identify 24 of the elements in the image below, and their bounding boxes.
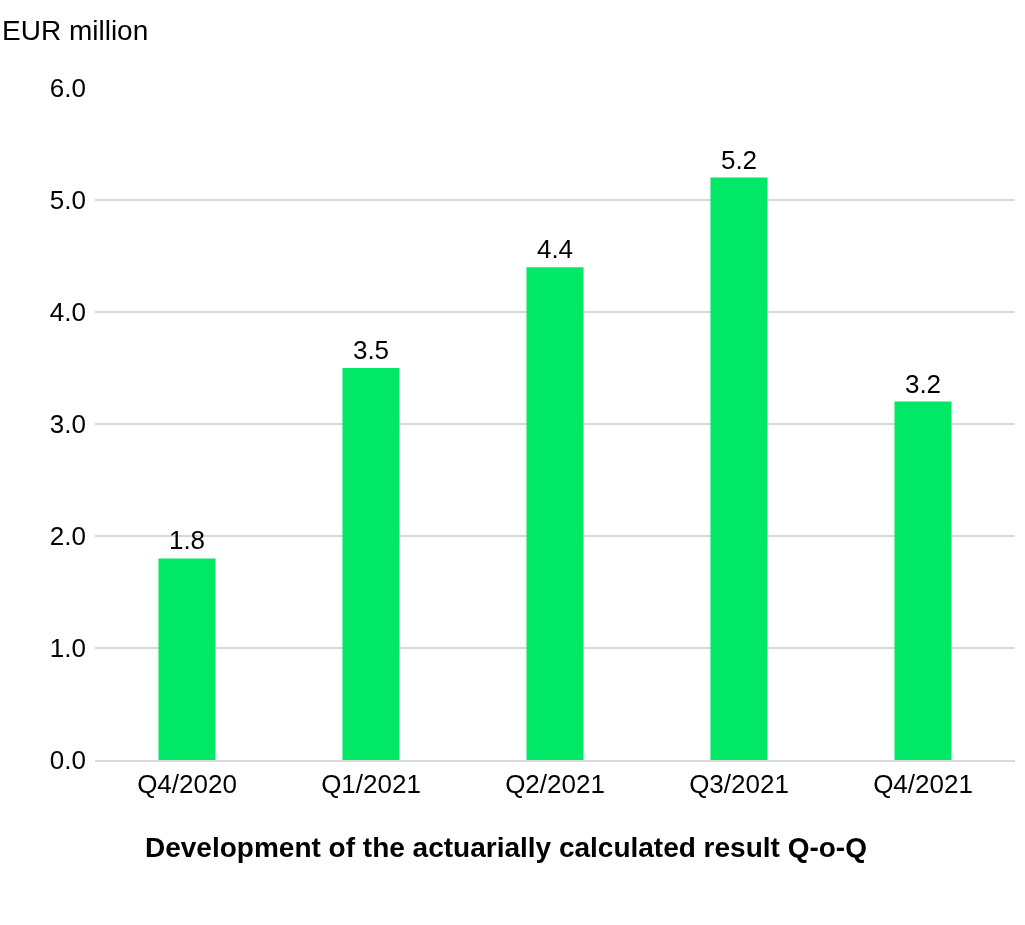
x-tick-label: Q4/2020 (137, 769, 237, 800)
x-tick-label: Q1/2021 (321, 769, 421, 800)
x-tick-label: Q4/2021 (873, 769, 973, 800)
x-tick-label: Q2/2021 (505, 769, 605, 800)
y-tick-label: 1.0 (49, 633, 86, 664)
y-tick-label: 2.0 (49, 521, 86, 552)
data-label: 5.2 (720, 144, 758, 175)
bar (342, 368, 400, 760)
y-tick-label: 5.0 (49, 185, 86, 216)
bar (710, 177, 768, 760)
bar (894, 401, 952, 760)
data-label: 3.2 (904, 368, 942, 399)
y-axis-title: EUR million (2, 15, 149, 46)
bar (158, 558, 216, 760)
y-tick-label: 6.0 (49, 73, 86, 104)
bar (526, 267, 584, 760)
data-label: 4.4 (536, 234, 574, 265)
y-tick-label: 4.0 (49, 297, 86, 328)
text: Development of the actuarially calculated result Q-o-Q (145, 831, 868, 865)
y-tick-label: 3.0 (49, 409, 86, 440)
x-tick-label: Q3/2021 (689, 769, 789, 800)
data-label: 3.5 (352, 335, 390, 365)
data-label: 1.8 (168, 525, 206, 556)
y-tick-label: 0.0 (49, 745, 86, 776)
